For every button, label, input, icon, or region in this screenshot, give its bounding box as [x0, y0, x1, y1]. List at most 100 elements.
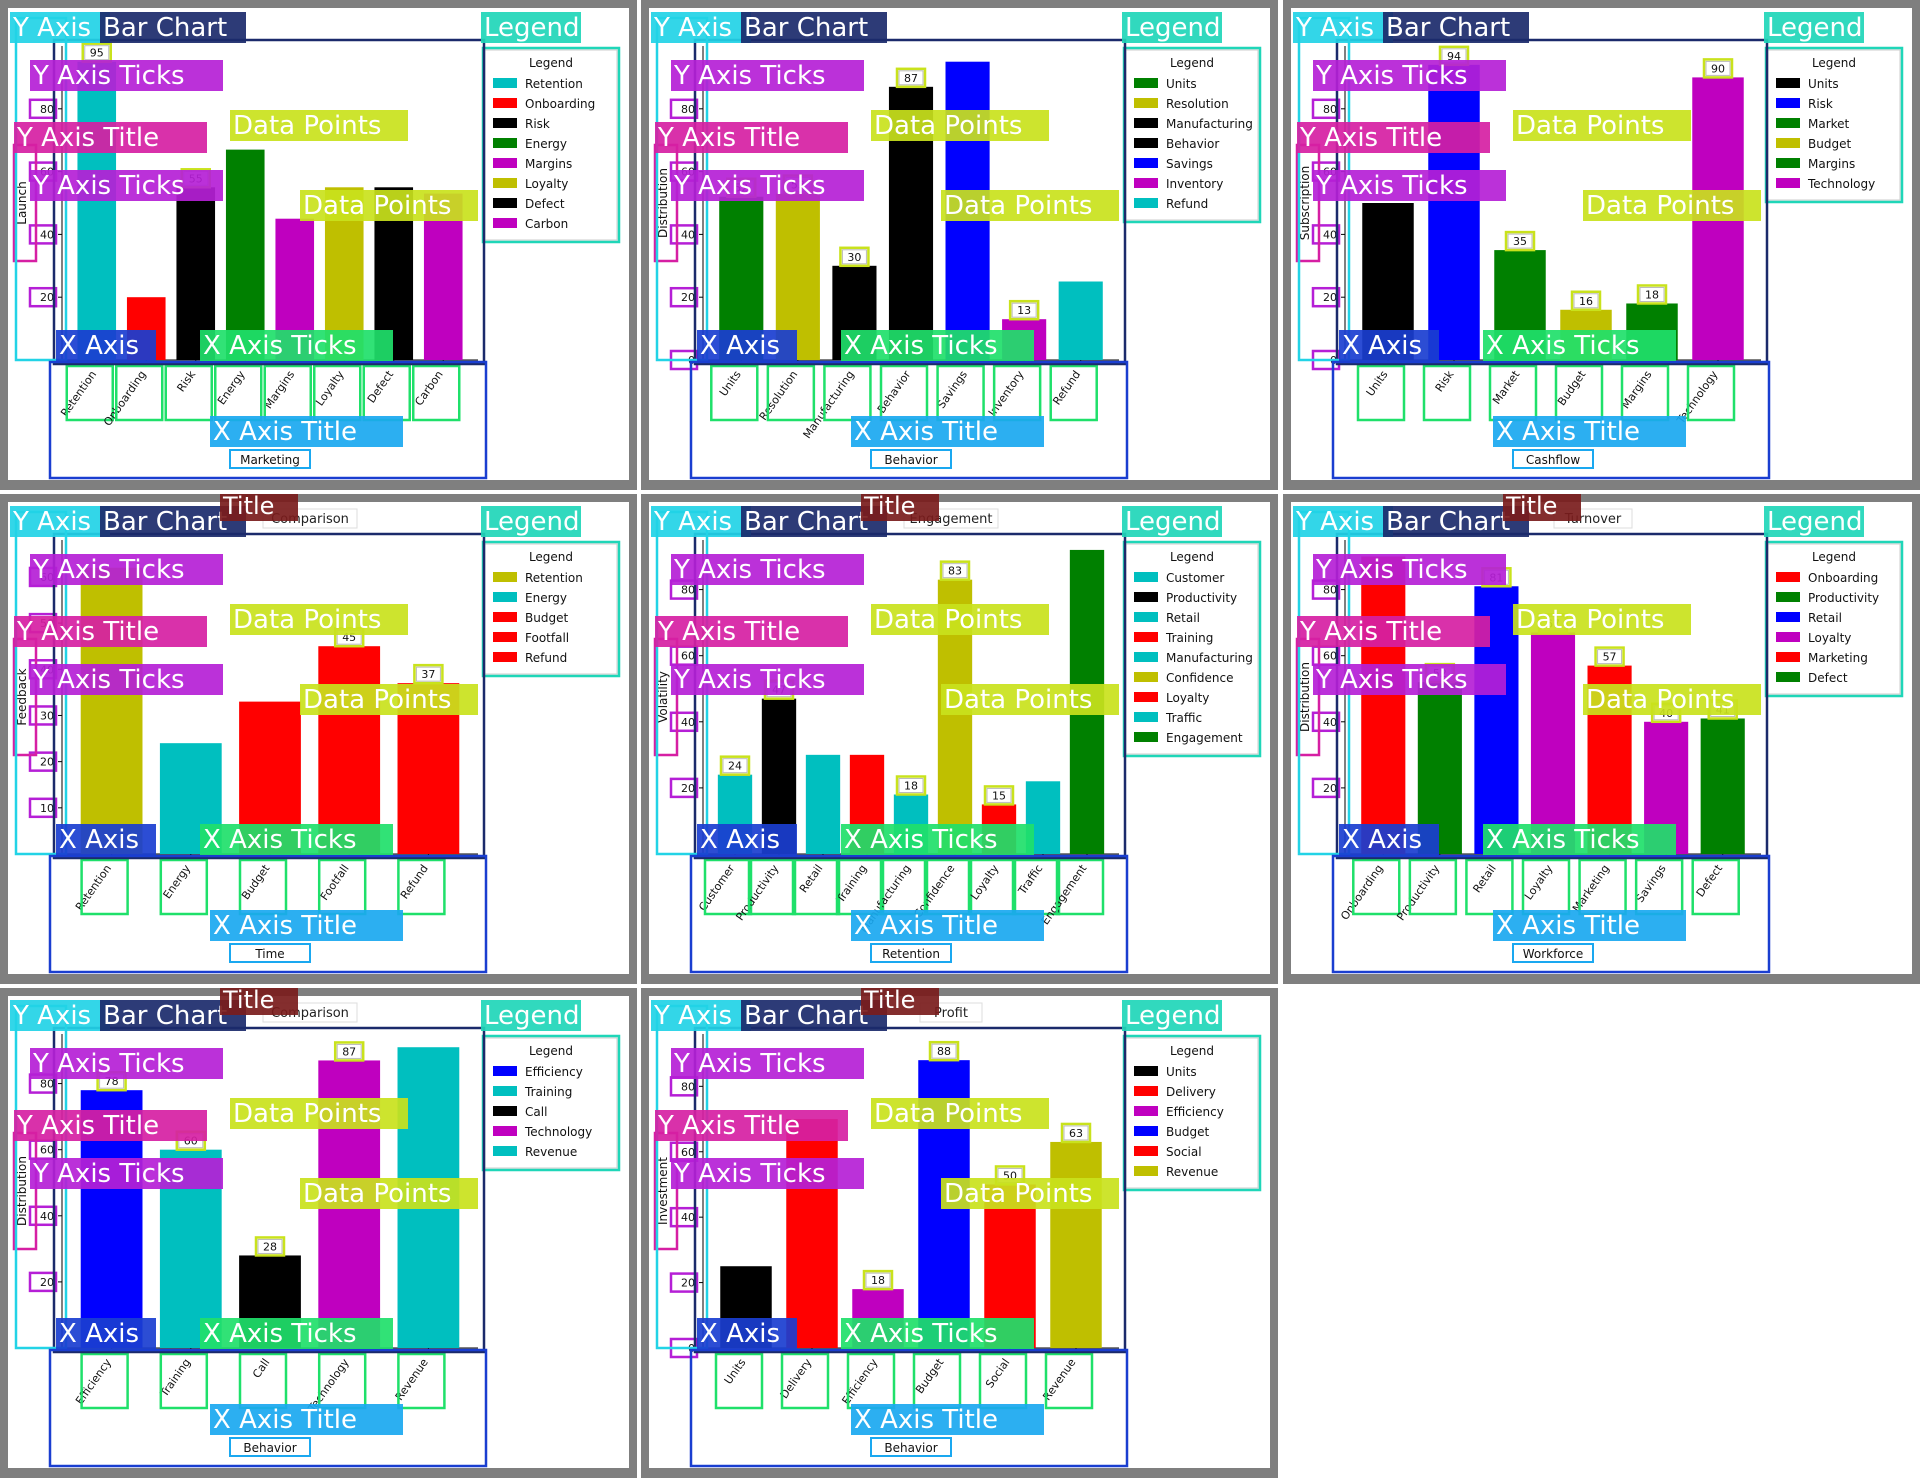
- data-point-annotation-box: [895, 67, 927, 89]
- annotation-label-text: Data Points: [233, 1099, 381, 1129]
- annotation-label-bg: [14, 1110, 207, 1141]
- annotation-label-bg: [1513, 110, 1691, 141]
- annotation-label-text: Y Axis Ticks: [1315, 61, 1468, 91]
- x-tick-annotation-box: [791, 858, 841, 916]
- annotation-label-bg: [671, 1158, 864, 1189]
- annotation-label-legend: Legend: [1122, 12, 1222, 43]
- annotation-label-bar-chart: Bar Chart: [741, 506, 887, 537]
- annotation-label-text: Bar Chart: [744, 13, 868, 43]
- annotation-label-x-axis: X Axis: [56, 824, 156, 855]
- x-axis-annotation-box: [1331, 854, 1771, 974]
- legend-title: Legend: [1812, 56, 1856, 70]
- annotation-label-text: Data Points: [1516, 605, 1664, 635]
- y-tick-label: 40: [681, 716, 695, 729]
- annotation-label-y-axis-ticks: Y Axis Ticks: [30, 60, 223, 91]
- y-tick-annotation-box: [669, 98, 699, 120]
- legend-swatch: [1776, 178, 1800, 188]
- legend-item: Confidence: [1166, 671, 1233, 685]
- annotation-label-text: Y Axis Ticks: [32, 555, 185, 585]
- legend-swatch: [1134, 592, 1158, 602]
- legend-item: Loyalty: [525, 177, 568, 191]
- annotation-label-y-axis-ticks: Y Axis Ticks: [671, 1158, 864, 1189]
- legend-item: Units: [1166, 1065, 1197, 1079]
- bar-onboarding: [1361, 556, 1406, 854]
- annotation-label-bg: [871, 604, 1049, 635]
- annotation-label-y-axis: Y Axis: [10, 1000, 110, 1031]
- annotation-label-bg: [30, 170, 223, 201]
- legend-swatch: [1134, 672, 1158, 682]
- x-axis-annotation-box: [689, 1348, 1129, 1468]
- annotation-label-y-axis-title: Y Axis Title: [655, 1110, 848, 1141]
- y-tick-label: 40: [681, 228, 695, 241]
- annotation-label-text: Y Axis Ticks: [673, 665, 826, 695]
- annotation-label-bg: [697, 1318, 797, 1349]
- chart-panel: 020406080Units94Risk35Market16Budget18Ma…: [1283, 0, 1920, 490]
- annotation-label-text: Data Points: [874, 1099, 1022, 1129]
- annotation-label-bg: [30, 1158, 223, 1189]
- value-label-box: [931, 1043, 957, 1059]
- annotation-label-bg: [1493, 416, 1686, 447]
- legend-item: Onboarding: [525, 97, 595, 111]
- y-tick-label: 20: [40, 756, 54, 769]
- legend-swatch: [493, 1126, 517, 1136]
- annotation-label-text: X Axis: [1342, 331, 1422, 361]
- bar-energy: [225, 149, 265, 360]
- legend-swatch: [1134, 1086, 1158, 1096]
- annotation-label-bar-chart: Bar Chart: [100, 12, 246, 43]
- x-axis-title-box: [870, 449, 952, 469]
- value-label-box: [1597, 649, 1623, 665]
- annotation-label-bg: [671, 554, 864, 585]
- annotation-label-text: Data Points: [303, 1179, 451, 1209]
- y-tick-annotation-box: [28, 797, 58, 819]
- bar-chart-annotation-box: [693, 532, 1127, 860]
- legend-item: Call: [525, 1105, 547, 1119]
- legend-swatch: [493, 1146, 517, 1156]
- y-tick-label: 20: [681, 782, 695, 795]
- annotation-label-text: Bar Chart: [1386, 507, 1510, 537]
- data-point-annotation-box: [1594, 646, 1625, 667]
- annotation-label-text: Legend: [1125, 1001, 1221, 1031]
- annotation-label-bg: [210, 416, 403, 447]
- x-axis-title: Behavior: [884, 1441, 937, 1455]
- annotation-label-y-axis: Y Axis: [651, 12, 751, 43]
- legend-swatch: [493, 138, 517, 148]
- legend-item: Risk: [1808, 97, 1833, 111]
- annotation-label-text: Bar Chart: [1386, 13, 1510, 43]
- legend-swatch: [493, 158, 517, 168]
- annotation-label-text: X Axis: [59, 331, 139, 361]
- value-label-box: [898, 778, 924, 794]
- annotation-label-text: Y Axis Ticks: [673, 171, 826, 201]
- annotation-label-title: Title: [861, 494, 939, 521]
- annotation-label-y-axis-ticks: Y Axis Ticks: [30, 554, 223, 585]
- data-point-annotation-box: [333, 1041, 365, 1062]
- legend-item: Behavior: [1166, 137, 1219, 151]
- y-tick-label: 60: [1323, 650, 1337, 663]
- y-tick-label: 40: [681, 1211, 695, 1224]
- annotation-label-text: Bar Chart: [103, 507, 227, 537]
- value-label: 13: [1017, 304, 1031, 317]
- annotation-label-bg: [697, 330, 797, 361]
- bar-chart-annotation-box: [52, 1026, 486, 1354]
- y-tick-annotation-box: [1311, 224, 1341, 245]
- x-axis-title-box: [229, 1437, 311, 1457]
- y-tick-label: 40: [40, 1210, 54, 1223]
- legend-box: [1125, 49, 1259, 221]
- value-label-box: [722, 758, 748, 774]
- value-label-box: [986, 787, 1012, 803]
- annotation-label-bg: [1293, 12, 1393, 43]
- annotation-label-x-axis-title: X Axis Title: [1493, 910, 1686, 941]
- annotation-label-bg: [671, 664, 864, 695]
- data-point-annotation-box: [1570, 290, 1602, 312]
- annotation-label-x-axis-ticks: X Axis Ticks: [841, 1318, 1034, 1349]
- annotation-label-title: Title: [861, 988, 939, 1015]
- data-point-annotation-box: [254, 1236, 286, 1257]
- y-tick-label: 40: [1323, 716, 1337, 729]
- annotation-label-x-axis-ticks: X Axis Ticks: [841, 330, 1034, 361]
- x-tick-annotation-box: [1691, 858, 1740, 916]
- annotation-label-bg: [861, 494, 939, 521]
- y-tick-annotation-box: [669, 286, 699, 308]
- legend-item: Efficiency: [525, 1065, 583, 1079]
- annotation-label-text: Title: [863, 988, 915, 1014]
- annotation-label-text: Title: [863, 494, 915, 520]
